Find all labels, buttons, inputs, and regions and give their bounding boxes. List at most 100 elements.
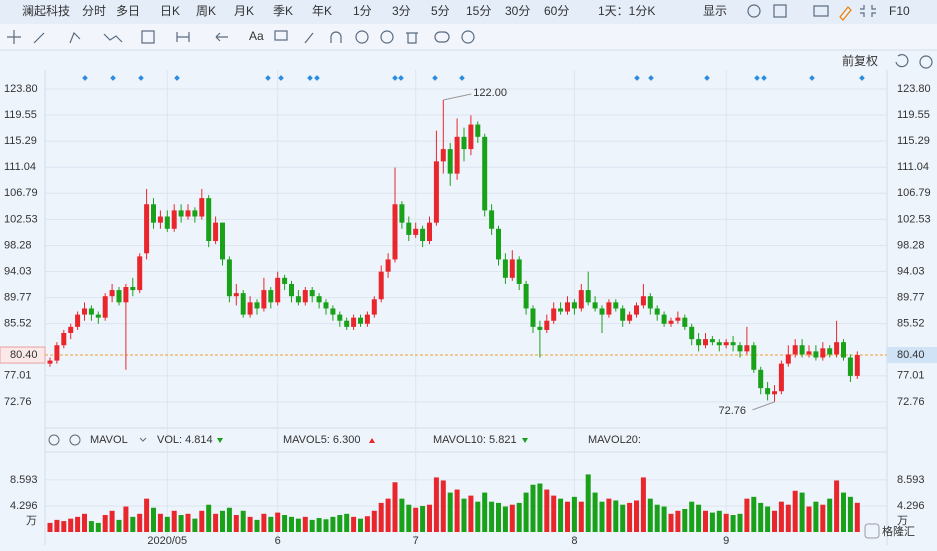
volume-bar xyxy=(447,492,453,532)
stock-name[interactable]: 澜起科技 xyxy=(22,4,70,18)
period-tab[interactable]: 日K xyxy=(160,4,180,18)
period-tab[interactable]: 月K xyxy=(234,4,254,18)
period-tab[interactable]: 多日 xyxy=(116,4,140,18)
polyline-icon[interactable] xyxy=(69,31,81,44)
tool-icons[interactable] xyxy=(7,4,933,69)
font-button[interactable]: Aa xyxy=(249,29,264,43)
volume-bar xyxy=(337,515,343,532)
period-tab[interactable]: 30分 xyxy=(505,4,530,18)
candle-body xyxy=(61,332,67,346)
candle-body xyxy=(323,302,329,309)
edit-icon[interactable] xyxy=(839,6,852,21)
candle-body xyxy=(206,198,212,242)
candle-body xyxy=(744,345,750,352)
period-tab[interactable]: 分时 xyxy=(82,4,106,18)
volume-bar xyxy=(220,510,225,532)
candle-body xyxy=(772,391,777,395)
volume-bar xyxy=(806,506,812,532)
period-tab[interactable]: 60分 xyxy=(544,4,569,18)
fullscreen-icon[interactable] xyxy=(860,5,876,17)
period-tab[interactable]: 5分 xyxy=(431,4,450,18)
candle-body xyxy=(344,320,350,327)
note-icon[interactable] xyxy=(274,30,288,41)
eye-icon[interactable] xyxy=(355,30,369,44)
candle-body xyxy=(482,136,488,211)
y-tick-label: 123.80 xyxy=(4,83,38,95)
candle-body xyxy=(792,345,798,355)
delete-icon[interactable] xyxy=(406,32,418,44)
y-tick-label: 94.03 xyxy=(4,265,32,277)
period-tab[interactable]: 年K xyxy=(312,4,332,18)
volume-settings-icons[interactable] xyxy=(48,434,147,446)
period-tab[interactable]: 3分 xyxy=(392,4,411,18)
candle-body xyxy=(854,355,860,376)
candle-body xyxy=(171,210,177,229)
candle-body xyxy=(799,345,805,355)
event-marker xyxy=(138,75,144,81)
trend-arrow xyxy=(217,438,223,443)
volume-bar xyxy=(592,492,598,532)
magnet-icon[interactable] xyxy=(330,31,342,43)
close-icon[interactable] xyxy=(69,434,81,446)
candle-body xyxy=(275,277,281,303)
candle-body xyxy=(302,290,308,303)
candle-body xyxy=(447,149,453,174)
period-tab[interactable]: 1分 xyxy=(353,4,372,18)
candle-body xyxy=(502,259,508,278)
volume-tick-label: 4.296 xyxy=(10,500,38,512)
pen-icon[interactable] xyxy=(304,32,314,44)
volume-bar xyxy=(54,519,60,532)
camera-icon[interactable] xyxy=(813,5,829,17)
volume-bar xyxy=(47,522,53,532)
volume-bar xyxy=(468,495,474,532)
volume-bar xyxy=(689,501,695,532)
measure-icon[interactable] xyxy=(176,32,190,42)
lock-icon[interactable] xyxy=(380,30,394,44)
arrow-icon[interactable] xyxy=(215,32,228,42)
candle-body xyxy=(116,290,122,303)
undo-icon[interactable] xyxy=(895,54,909,68)
candle-body xyxy=(358,317,363,324)
y-tick-label-right: 77.01 xyxy=(897,370,925,382)
y-tick-label: 77.01 xyxy=(4,370,32,382)
volume-bar xyxy=(102,515,108,532)
period-tab[interactable]: 季K xyxy=(273,4,293,18)
dropdown-icon[interactable] xyxy=(139,437,147,442)
candle-body xyxy=(806,351,812,355)
volume-bar xyxy=(68,518,74,532)
fib-icon[interactable] xyxy=(141,30,155,44)
candle-body xyxy=(406,222,412,235)
event-marker xyxy=(110,75,116,81)
y-tick-label: 102.53 xyxy=(4,213,38,225)
volume-bar xyxy=(295,518,301,532)
candle-body xyxy=(95,314,101,318)
f10-button[interactable]: F10 xyxy=(889,4,910,18)
gear-icon[interactable] xyxy=(747,4,761,18)
volume-bar xyxy=(827,498,833,532)
candle-body xyxy=(689,326,695,340)
toggle-icon[interactable] xyxy=(434,31,450,43)
period-tab[interactable]: 周K xyxy=(196,4,216,18)
candle-body xyxy=(509,259,515,278)
settings-icon[interactable] xyxy=(461,30,475,44)
display-menu[interactable]: 显示 xyxy=(703,4,727,18)
event-marker xyxy=(174,75,180,81)
candle-body xyxy=(496,228,501,260)
period-tab[interactable]: 1天：1分K xyxy=(598,4,655,18)
volume-bar xyxy=(309,519,315,532)
zoom-icon[interactable] xyxy=(919,55,933,69)
period-tab[interactable]: 15分 xyxy=(466,4,491,18)
volume-legend: MAVOL10: 5.821 xyxy=(433,434,517,446)
checkbox[interactable] xyxy=(773,4,787,18)
volume-bar xyxy=(358,518,363,532)
wave-icon[interactable] xyxy=(103,33,123,43)
volume-bar xyxy=(344,513,350,532)
candle-body xyxy=(475,124,481,137)
event-marker xyxy=(648,75,654,81)
candle-body xyxy=(240,293,246,315)
adjust-mode[interactable]: 前复权 xyxy=(842,53,878,68)
volume-bar xyxy=(792,490,798,532)
line-icon[interactable] xyxy=(33,32,45,44)
move-icon[interactable] xyxy=(7,30,21,44)
settings-icon[interactable] xyxy=(48,434,60,446)
